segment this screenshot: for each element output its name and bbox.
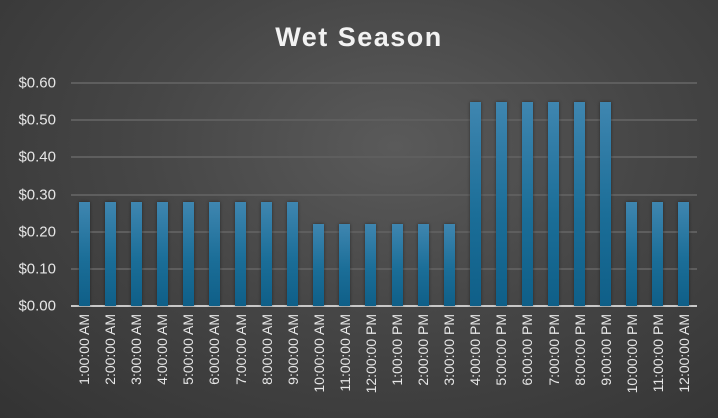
gridline [71, 230, 697, 233]
bar [391, 224, 403, 306]
y-tick-label: $0.50 [18, 111, 56, 129]
y-tick-label: $0.20 [18, 223, 56, 241]
x-tick-label: 1:00:00 AM [76, 314, 93, 385]
bar [208, 201, 220, 306]
x-tick-label: 4:00:00 PM [467, 314, 484, 386]
bar [469, 101, 481, 306]
bar [235, 201, 247, 306]
y-tick-label: $0.60 [18, 74, 56, 92]
bar [443, 224, 455, 306]
bar [287, 201, 299, 306]
x-tick-label: 3:00:00 PM [441, 314, 458, 386]
x-tick-label: 9:00:00 PM [597, 314, 614, 386]
bar [156, 201, 168, 306]
bar [365, 224, 377, 306]
gridline [71, 119, 697, 122]
x-axis-line [71, 305, 697, 307]
x-tick-label: 10:00:00 PM [623, 314, 640, 394]
x-tick-label: 11:00:00 AM [336, 314, 353, 392]
x-tick-label: 3:00:00 AM [128, 314, 145, 385]
x-tick-label: 4:00:00 AM [154, 314, 171, 385]
x-tick-label: 7:00:00 AM [232, 314, 249, 385]
bar [130, 201, 142, 306]
bar [417, 224, 429, 306]
bar [339, 224, 351, 306]
bar [678, 201, 690, 306]
gridline [71, 82, 697, 84]
bar [104, 201, 116, 306]
x-tick-label: 6:00:00 PM [519, 314, 536, 386]
x-tick-label: 2:00:00 PM [415, 314, 432, 386]
y-tick-label: $0.40 [18, 148, 56, 166]
x-tick-label: 5:00:00 PM [493, 314, 510, 386]
bar [78, 201, 90, 306]
bar [574, 101, 586, 306]
y-tick-label: $0.00 [18, 297, 56, 315]
x-tick-label: 8:00:00 AM [258, 314, 275, 385]
gridline [71, 193, 697, 196]
bar [600, 101, 612, 306]
bar [261, 201, 273, 306]
y-tick-label: $0.10 [18, 260, 56, 278]
x-tick-label: 12:00:00 AM [675, 314, 692, 393]
bar [521, 101, 533, 306]
bar [626, 201, 638, 306]
x-tick-label: 11:00:00 PM [649, 314, 666, 393]
gridline [71, 156, 697, 159]
x-tick-label: 7:00:00 PM [545, 314, 562, 386]
bar [548, 101, 560, 306]
bar [313, 224, 325, 306]
x-tick-label: 2:00:00 AM [102, 314, 119, 385]
chart-title: Wet Season [275, 22, 443, 52]
bar [652, 201, 664, 306]
plot-area [71, 82, 697, 307]
x-tick-label: 10:00:00 AM [310, 314, 327, 393]
y-tick-label: $0.30 [18, 186, 56, 203]
x-tick-label: 5:00:00 AM [180, 314, 197, 385]
gridline [71, 267, 697, 270]
x-tick-label: 9:00:00 AM [284, 314, 301, 385]
bar [495, 101, 507, 306]
x-tick-label: 6:00:00 AM [206, 314, 223, 385]
x-tick-label: 1:00:00 PM [389, 314, 406, 386]
x-tick-label: 12:00:00 PM [362, 314, 379, 394]
bar [182, 201, 194, 306]
x-tick-label: 8:00:00 PM [571, 314, 588, 386]
